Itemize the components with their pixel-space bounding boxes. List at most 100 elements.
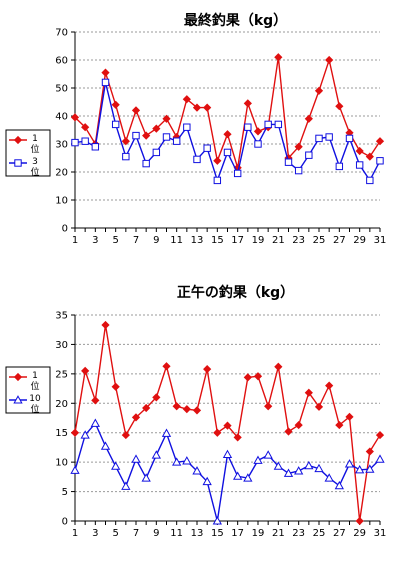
data-point: [70, 465, 80, 474]
data-point: [264, 120, 272, 129]
x-tick-label: 17: [231, 235, 244, 246]
data-point: [192, 406, 202, 415]
legend-label-suffix: 位: [30, 166, 39, 178]
x-tick-label: 11: [170, 528, 183, 539]
data-point: [304, 460, 314, 470]
data-point: [91, 396, 100, 405]
y-tick-label: 40: [55, 112, 68, 123]
data-point: [305, 151, 313, 159]
data-point: [283, 468, 294, 477]
data-point: [81, 366, 90, 376]
legend-label: 1: [32, 134, 38, 144]
data-point: [182, 95, 191, 104]
y-tick-label: 20: [55, 399, 68, 410]
data-point: [203, 103, 212, 112]
data-point: [243, 99, 252, 108]
x-tick-label: 3: [92, 528, 98, 539]
y-tick-label: 15: [55, 428, 68, 439]
data-point: [294, 466, 304, 475]
data-point: [111, 382, 120, 391]
data-point: [121, 137, 130, 146]
x-tick-label: 5: [112, 235, 118, 246]
data-point: [223, 421, 232, 430]
y-tick-label: 60: [55, 56, 68, 67]
y-tick-label: 0: [62, 224, 68, 235]
data-point: [223, 130, 232, 139]
data-point: [203, 144, 211, 152]
data-point: [101, 68, 110, 77]
y-tick-label: 25: [55, 369, 68, 380]
data-point: [213, 176, 222, 185]
data-point: [192, 103, 202, 112]
x-tick-label: 31: [374, 528, 387, 539]
data-point: [355, 516, 364, 526]
data-point: [314, 463, 324, 473]
data-point: [152, 393, 161, 402]
data-point: [243, 373, 252, 382]
data-point: [233, 471, 243, 480]
data-point: [132, 131, 140, 140]
data-point: [122, 152, 130, 161]
data-point: [131, 106, 141, 115]
data-point: [375, 137, 385, 146]
data-point: [335, 102, 344, 111]
data-point: [111, 461, 121, 470]
data-point: [344, 459, 355, 468]
data-point: [101, 78, 110, 87]
data-point: [172, 402, 181, 411]
data-point: [161, 428, 172, 437]
data-point: [202, 476, 212, 486]
legend-label: 10: [29, 394, 41, 404]
data-point: [90, 418, 100, 427]
chart-title: 正午の釣果（kg）: [177, 284, 294, 301]
data-point: [233, 433, 242, 442]
data-point: [142, 403, 151, 413]
data-point: [131, 413, 141, 422]
data-point: [325, 55, 334, 65]
data-point: [315, 134, 323, 143]
x-tick-label: 15: [211, 528, 224, 539]
legend-label-suffix: 位: [30, 380, 39, 392]
y-tick-label: 0: [62, 517, 68, 528]
data-point: [334, 480, 344, 490]
x-tick-label: 1: [72, 528, 78, 539]
data-point: [183, 123, 191, 131]
plot-area: [75, 32, 380, 228]
data-point: [345, 412, 354, 421]
data-point: [172, 457, 182, 466]
data-point: [182, 405, 191, 414]
data-point: [335, 162, 344, 171]
data-point: [192, 466, 202, 475]
legend-marker: [13, 135, 23, 145]
data-point: [294, 166, 303, 175]
data-point: [284, 158, 293, 166]
data-point: [294, 142, 303, 151]
plot-area: [75, 315, 380, 521]
data-point: [70, 428, 80, 437]
x-tick-label: 9: [153, 528, 159, 539]
data-point: [375, 454, 385, 463]
data-point: [152, 148, 161, 157]
data-point: [203, 365, 212, 374]
legend-box: [5, 129, 51, 177]
x-tick-label: 21: [272, 528, 285, 539]
legend-marker: [13, 395, 23, 404]
data-point: [243, 473, 253, 482]
x-tick-label: 1: [72, 235, 78, 246]
data-point: [304, 114, 313, 123]
data-point: [91, 143, 100, 151]
data-point: [244, 123, 252, 131]
x-tick-label: 29: [353, 235, 366, 246]
data-point: [80, 430, 90, 439]
y-tick-label: 30: [55, 340, 68, 351]
x-tick-label: 13: [191, 528, 204, 539]
legend-label: 1: [32, 371, 38, 381]
data-point: [100, 441, 111, 450]
data-point: [294, 420, 303, 430]
data-point: [325, 381, 334, 390]
data-point: [212, 516, 222, 525]
x-tick-label: 3: [92, 235, 98, 246]
x-tick-label: 9: [153, 235, 159, 246]
y-tick-label: 30: [55, 140, 68, 151]
